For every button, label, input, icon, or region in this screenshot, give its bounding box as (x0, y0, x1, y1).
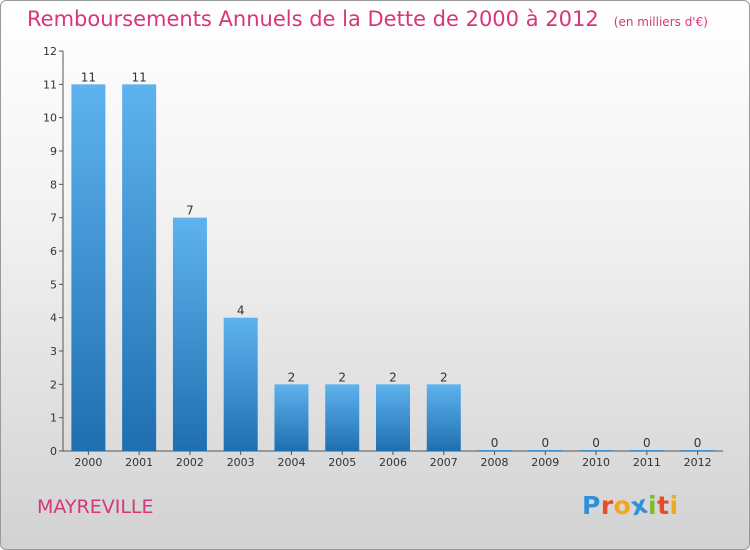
data-label: 7 (186, 204, 194, 218)
bar (629, 450, 664, 451)
x-tick-label: 2002 (176, 456, 204, 469)
logo-letter: o (613, 491, 632, 520)
data-label: 0 (643, 436, 651, 450)
bar (223, 317, 258, 451)
x-tick-label: 2012 (684, 456, 712, 469)
x-tick-label: 2010 (582, 456, 610, 469)
y-tick-label: 9 (50, 145, 57, 158)
data-label: 0 (491, 436, 499, 450)
bar (579, 450, 614, 451)
y-tick-label: 7 (50, 212, 57, 225)
y-tick-label: 2 (50, 378, 57, 391)
bar (71, 84, 106, 451)
proxiti-logo: Proxiti (582, 490, 679, 522)
bar (274, 384, 309, 451)
logo-letter: i (648, 491, 658, 520)
y-tick-label: 11 (43, 78, 57, 91)
y-tick-label: 6 (50, 245, 57, 258)
bar (426, 384, 461, 451)
x-tick-label: 2004 (277, 456, 305, 469)
logo-letter: P (582, 491, 601, 520)
data-label: 0 (592, 436, 600, 450)
data-label: 11 (81, 70, 96, 84)
bar (477, 450, 512, 451)
data-label: 0 (694, 436, 702, 450)
bar (325, 384, 360, 451)
data-label: 11 (132, 70, 147, 84)
logo-letter: i (669, 491, 679, 520)
bar (680, 450, 715, 451)
bar (122, 84, 157, 451)
y-tick-label: 5 (50, 278, 57, 291)
y-tick-label: 10 (43, 112, 57, 125)
bar (376, 384, 410, 451)
data-label: 2 (440, 370, 448, 384)
data-label: 2 (389, 370, 397, 384)
y-tick-label: 0 (50, 445, 57, 458)
y-tick-label: 1 (50, 412, 57, 425)
x-tick-label: 2007 (430, 456, 458, 469)
x-tick-label: 2005 (328, 456, 356, 469)
data-label: 4 (237, 304, 245, 318)
y-tick-label: 3 (50, 345, 57, 358)
y-tick-label: 8 (50, 178, 57, 191)
title-text: Remboursements Annuels de la Dette de 20… (27, 7, 599, 31)
unit-note: (en milliers d'€) (613, 15, 708, 29)
town-name: MAYREVILLE (37, 496, 154, 518)
logo-letter: t (657, 491, 670, 520)
data-label: 2 (338, 370, 346, 384)
x-tick-label: 2001 (125, 456, 153, 469)
logo-letter: r (600, 491, 614, 520)
x-tick-label: 2003 (227, 456, 255, 469)
y-tick-label: 4 (50, 312, 57, 325)
y-tick-label: 12 (43, 45, 57, 58)
data-label: 2 (288, 370, 296, 384)
data-label: 0 (541, 436, 549, 450)
x-tick-label: 2008 (481, 456, 509, 469)
bar (172, 217, 207, 451)
x-tick-label: 2011 (633, 456, 661, 469)
x-tick-label: 2000 (74, 456, 102, 469)
x-tick-label: 2006 (379, 456, 407, 469)
x-tick-label: 2009 (531, 456, 559, 469)
bar (528, 450, 563, 451)
chart-title: Remboursements Annuels de la Dette de 20… (27, 7, 708, 31)
